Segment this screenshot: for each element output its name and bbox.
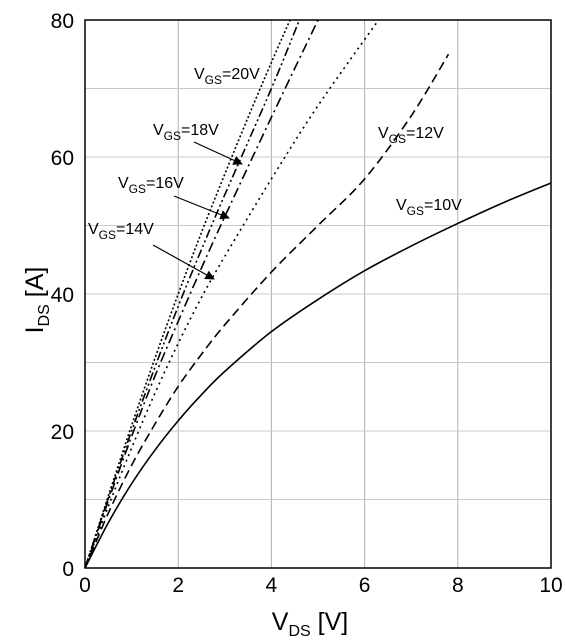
x-tick-label: 10	[539, 574, 562, 597]
x-tick-label: 4	[266, 574, 278, 597]
label-vgs-20v: VGS=20V	[194, 66, 260, 87]
annotations: VGS=20V VGS=18V VGS=16V VGS=14V VGS=12V VGS=1…	[88, 66, 462, 280]
series-line-vgs-12v	[84, 53, 450, 569]
y-axis-title: IDS [A]	[21, 267, 53, 334]
plot-frame	[84, 19, 552, 569]
series-layer	[84, 19, 552, 569]
y-tick-label: 20	[51, 421, 74, 444]
x-tick-label: 6	[359, 574, 371, 597]
series-line-vgs-16v	[84, 19, 319, 569]
label-vgs-16v: VGS=16V	[118, 175, 184, 196]
arrow-vgs-18v	[193, 141, 243, 165]
series-line-vgs-10v	[84, 182, 552, 569]
series-line-vgs-14v	[84, 19, 380, 569]
x-axis-title: VDS [V]	[272, 608, 348, 640]
arrow-vgs-16v	[173, 195, 230, 220]
y-tick-labels: 0 20 40 60 80	[51, 10, 74, 581]
label-vgs-12v: VGS=12V	[378, 125, 444, 146]
x-tick-label: 2	[172, 574, 184, 597]
x-tick-label: 8	[452, 574, 464, 597]
x-tick-label: 0	[79, 574, 91, 597]
y-tick-label: 40	[51, 284, 74, 307]
grid	[84, 19, 552, 569]
series-line-vgs-20v	[84, 19, 291, 569]
label-vgs-14v: VGS=14V	[88, 221, 154, 242]
x-tick-labels: 0 2 4 6 8 10	[79, 574, 563, 597]
label-vgs-10v: VGS=10V	[396, 197, 462, 218]
y-tick-label: 0	[62, 558, 74, 581]
series-line-vgs-18v	[84, 19, 301, 569]
label-vgs-18v: VGS=18V	[153, 122, 219, 143]
y-tick-label: 80	[51, 10, 74, 33]
arrow-vgs-14v	[152, 244, 215, 280]
y-tick-label: 60	[51, 147, 74, 170]
